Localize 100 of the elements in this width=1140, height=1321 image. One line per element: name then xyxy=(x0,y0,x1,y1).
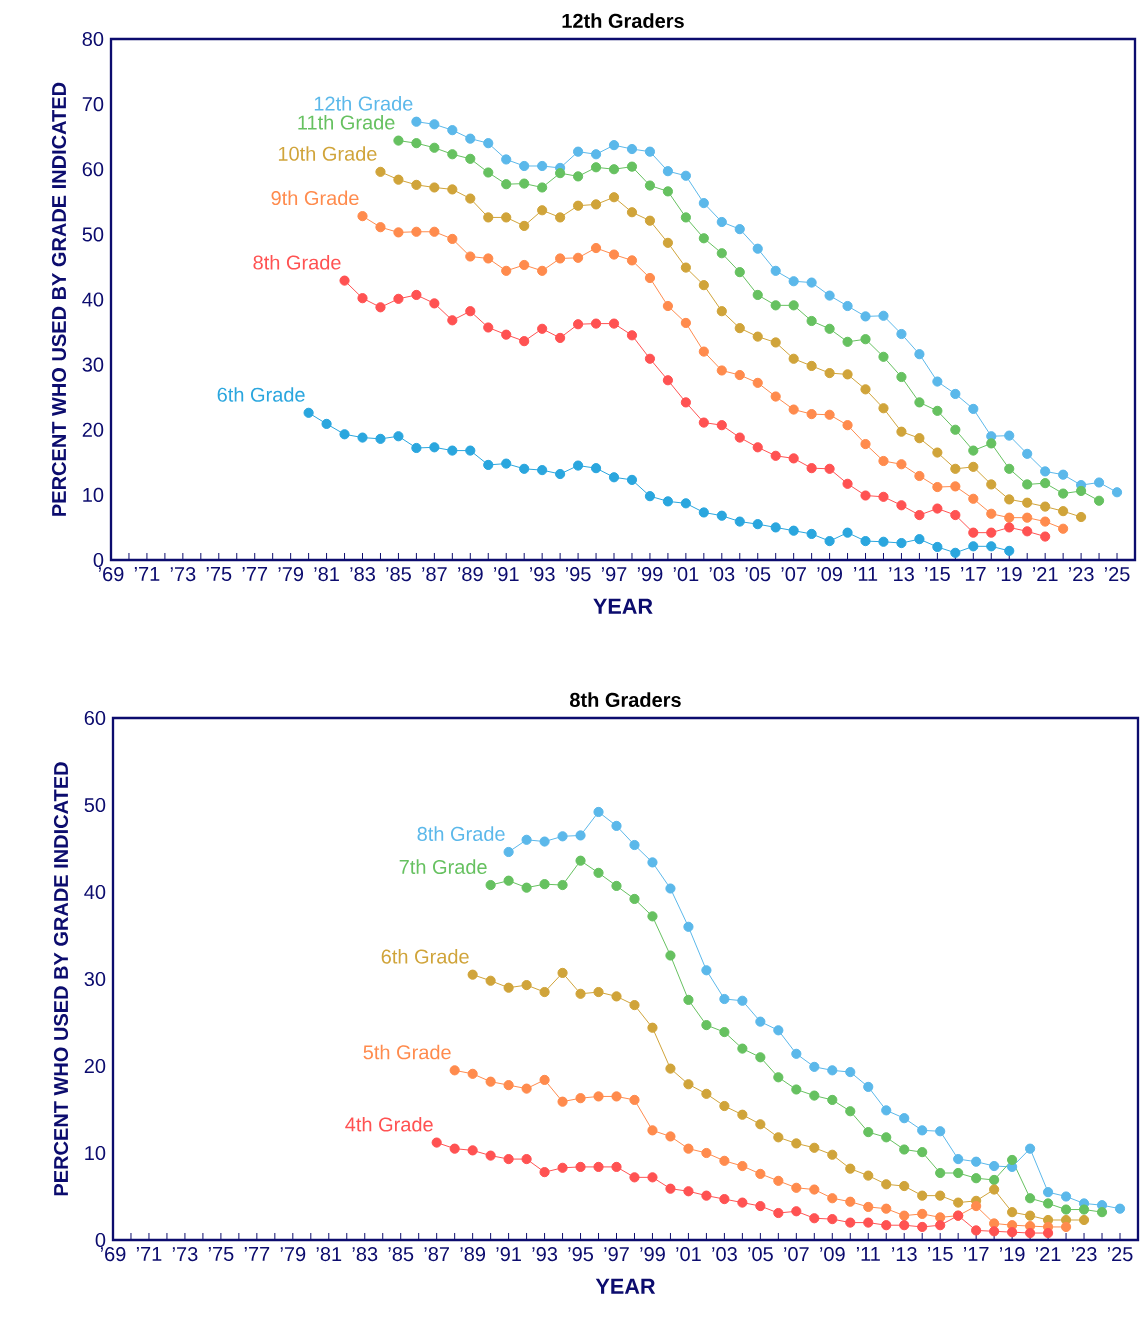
point xyxy=(465,193,476,204)
point xyxy=(680,397,691,408)
point xyxy=(968,493,979,504)
point xyxy=(755,1200,766,1212)
chart-title: 12th Graders xyxy=(562,13,684,28)
point xyxy=(519,160,530,172)
point xyxy=(590,199,602,210)
point xyxy=(863,1170,874,1181)
point xyxy=(647,1022,658,1033)
y-tick-label: 80 xyxy=(82,31,104,47)
series-label: 8th Grade xyxy=(417,826,505,841)
point xyxy=(716,420,727,431)
point xyxy=(626,207,638,218)
point xyxy=(572,146,584,157)
point xyxy=(1060,1204,1072,1215)
point xyxy=(878,455,889,467)
x-tick-label: ’73 xyxy=(170,567,196,582)
point xyxy=(375,433,386,444)
point xyxy=(809,1213,820,1224)
x-tick-label: ’17 xyxy=(964,1247,989,1261)
point xyxy=(683,1079,694,1090)
point xyxy=(896,371,907,383)
point xyxy=(752,377,763,388)
point xyxy=(662,186,674,197)
x-tick-label: ’83 xyxy=(350,567,375,582)
point xyxy=(1022,512,1033,523)
y-tick-label: 60 xyxy=(82,162,104,177)
point xyxy=(716,510,727,521)
point xyxy=(1042,1227,1054,1239)
point xyxy=(950,509,961,521)
point xyxy=(572,171,584,182)
x-tick-label: ’93 xyxy=(530,567,555,582)
point xyxy=(357,211,368,222)
point xyxy=(842,300,853,312)
point xyxy=(539,879,550,890)
point xyxy=(1040,516,1051,527)
point xyxy=(575,988,586,999)
point xyxy=(665,1131,676,1142)
point xyxy=(737,1160,748,1172)
point xyxy=(806,409,817,420)
point xyxy=(773,1072,784,1083)
point xyxy=(899,1180,910,1192)
point xyxy=(824,290,835,301)
point xyxy=(447,149,458,160)
point xyxy=(989,1174,1000,1186)
point xyxy=(429,182,440,193)
point xyxy=(845,1106,856,1117)
x-tick-label: ’95 xyxy=(565,567,591,582)
point xyxy=(734,224,745,235)
point xyxy=(932,405,943,416)
point xyxy=(411,442,422,454)
point xyxy=(537,323,548,334)
series-label: 6th Grade xyxy=(381,948,469,964)
point xyxy=(593,1091,604,1102)
point xyxy=(1025,1210,1036,1221)
point xyxy=(467,1145,478,1156)
point xyxy=(719,1100,730,1112)
point xyxy=(411,138,422,149)
x-tick-label: ’91 xyxy=(496,1247,521,1262)
point xyxy=(467,1068,478,1079)
point xyxy=(429,119,440,130)
point xyxy=(593,1161,604,1173)
point xyxy=(519,220,530,231)
point xyxy=(788,453,799,464)
point xyxy=(986,527,997,538)
point xyxy=(485,1076,496,1087)
point xyxy=(860,384,871,395)
point xyxy=(557,831,568,842)
x-tick-label: ’97 xyxy=(601,567,627,582)
point xyxy=(572,460,584,471)
point xyxy=(393,174,404,185)
x-tick-label: ’89 xyxy=(458,567,483,582)
x-tick-label: ’25 xyxy=(1104,567,1130,582)
point xyxy=(878,310,889,321)
point xyxy=(1111,487,1123,498)
point xyxy=(375,166,386,177)
point xyxy=(788,353,799,364)
point xyxy=(1004,463,1015,474)
point xyxy=(644,272,656,284)
point xyxy=(773,1025,784,1036)
point xyxy=(968,445,979,456)
point xyxy=(719,993,730,1005)
point xyxy=(788,276,799,287)
point xyxy=(986,541,997,552)
point xyxy=(483,459,494,471)
point xyxy=(770,522,781,533)
point xyxy=(393,135,404,146)
point xyxy=(647,911,658,922)
point xyxy=(989,1160,1000,1172)
point xyxy=(932,541,943,553)
point xyxy=(806,463,817,474)
point xyxy=(752,442,763,453)
point xyxy=(1004,430,1015,441)
point xyxy=(971,1173,982,1184)
point xyxy=(431,1137,442,1148)
point xyxy=(665,1183,676,1194)
x-tick-label: ’77 xyxy=(244,1247,270,1261)
point xyxy=(917,1221,928,1233)
point xyxy=(827,1065,838,1076)
point xyxy=(539,836,550,847)
